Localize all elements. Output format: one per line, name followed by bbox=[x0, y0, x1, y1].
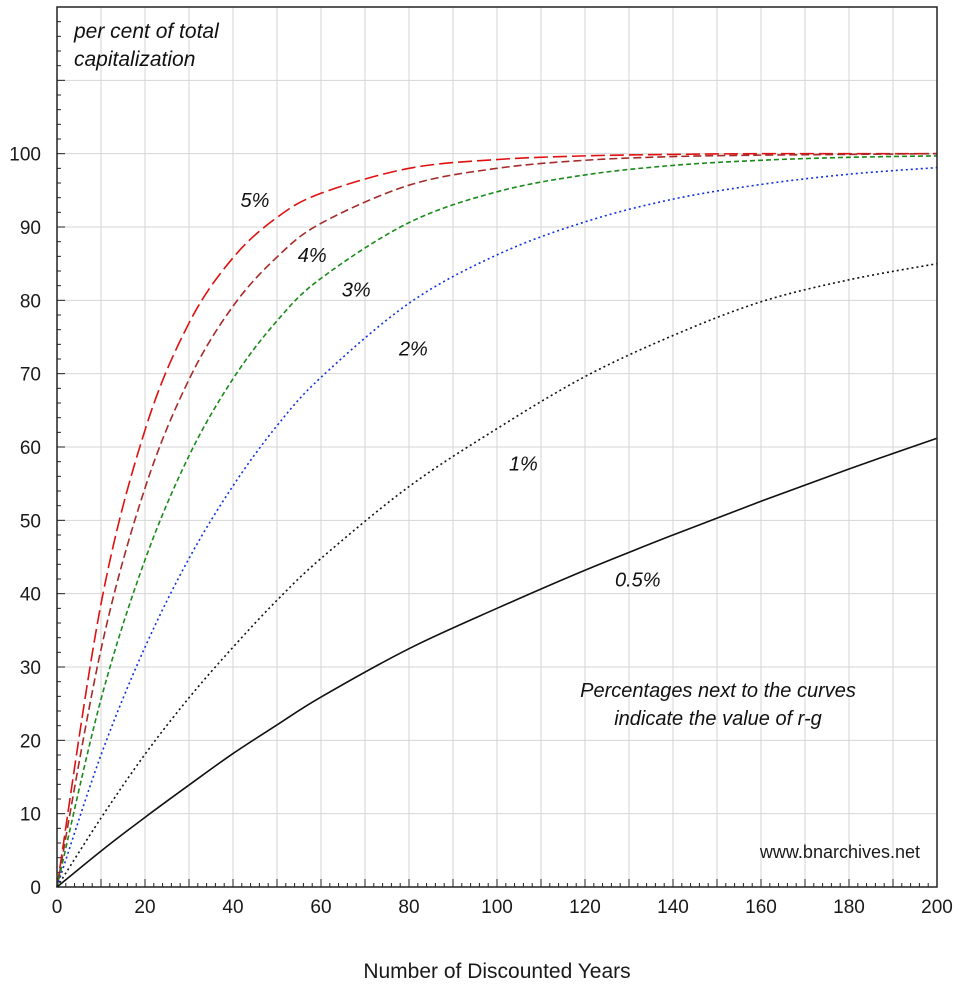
series-line-0.5% bbox=[56, 437, 938, 888]
series-line-4% bbox=[56, 152, 938, 888]
y-axis-label-line-1: per cent of total bbox=[73, 20, 220, 43]
curve-label: 2% bbox=[398, 338, 428, 360]
x-tick-label: 100 bbox=[481, 897, 513, 918]
series-line-2% bbox=[56, 166, 938, 888]
curve-label: 4% bbox=[298, 245, 327, 267]
curve-label: 3% bbox=[342, 280, 371, 302]
y-tick-label: 60 bbox=[20, 438, 41, 459]
grid bbox=[57, 7, 937, 887]
y-tick-label: 50 bbox=[20, 511, 41, 532]
series-line-1% bbox=[56, 262, 938, 888]
series-line-5% bbox=[56, 152, 937, 888]
curve-label: 5% bbox=[241, 190, 270, 212]
x-axis-label: Number of Discounted Years bbox=[363, 960, 630, 983]
y-tick-labels: 0 10 20 30 40 50 60 70 80 90 100 bbox=[9, 145, 41, 899]
x-tick-label: 40 bbox=[222, 897, 243, 918]
curve-labels: 5% 4% 3% 2% 1% 0.5% bbox=[241, 190, 661, 591]
x-tick-label: 120 bbox=[569, 897, 601, 918]
y-tick-label: 70 bbox=[20, 365, 41, 386]
x-tick-label: 0 bbox=[52, 897, 63, 918]
x-tick-label: 80 bbox=[398, 897, 419, 918]
x-tick-label: 20 bbox=[134, 897, 155, 918]
y-tick-label: 0 bbox=[30, 878, 41, 899]
y-tick-label: 100 bbox=[9, 145, 41, 166]
curve-label: 1% bbox=[509, 453, 538, 475]
x-tick-label: 180 bbox=[833, 897, 865, 918]
x-tick-label: 200 bbox=[921, 897, 953, 918]
credit-text: www.bnarchives.net bbox=[759, 842, 920, 862]
y-tick-label: 20 bbox=[20, 731, 41, 752]
y-tick-label: 30 bbox=[20, 658, 41, 679]
curve-label: 0.5% bbox=[615, 569, 661, 591]
series-group bbox=[56, 152, 938, 888]
x-tick-label: 60 bbox=[310, 897, 331, 918]
series-line-3% bbox=[56, 155, 938, 888]
y-tick-label: 40 bbox=[20, 585, 41, 606]
x-tick-labels: 0 20 40 60 80 100 120 140 160 180 200 bbox=[52, 897, 953, 918]
y-axis-label-line-2: capitalization bbox=[74, 48, 195, 71]
plot-frame bbox=[56, 6, 938, 888]
y-tick-label: 90 bbox=[20, 218, 41, 239]
y-tick-label: 10 bbox=[20, 805, 41, 826]
annotation-line-1: Percentages next to the curves bbox=[580, 680, 856, 702]
annotation-line-2: indicate the value of r-g bbox=[614, 708, 822, 730]
y-tick-label: 80 bbox=[20, 291, 41, 312]
x-tick-label: 140 bbox=[657, 897, 689, 918]
x-tick-label: 160 bbox=[745, 897, 777, 918]
